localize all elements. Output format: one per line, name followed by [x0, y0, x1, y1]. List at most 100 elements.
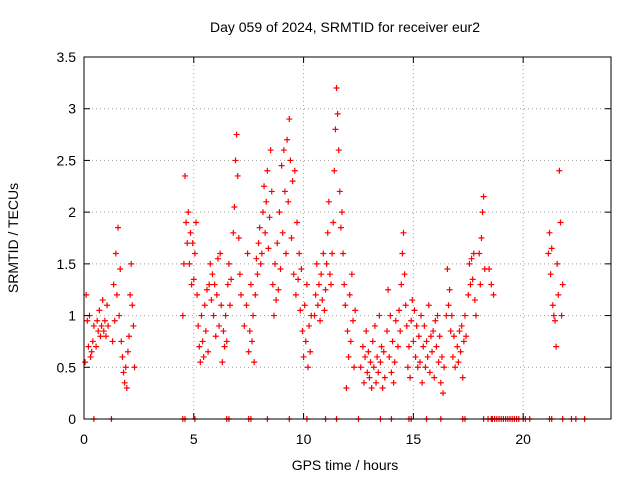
- data-point: [467, 281, 474, 288]
- data-point: [449, 353, 456, 360]
- data-point: [234, 172, 241, 179]
- data-point: [385, 286, 392, 293]
- data-point: [82, 359, 89, 366]
- data-point: [186, 260, 193, 267]
- data-point: [205, 348, 212, 355]
- data-point: [267, 147, 274, 154]
- data-point: [212, 333, 219, 340]
- data-point: [278, 162, 285, 169]
- data-point: [127, 291, 134, 298]
- y-axis-label: SRMTID / TECUs: [5, 183, 21, 293]
- data-point: [211, 281, 218, 288]
- data-point: [254, 271, 261, 278]
- data-point: [415, 333, 422, 340]
- data-point: [376, 312, 383, 319]
- data-point: [545, 250, 552, 257]
- data-point: [325, 198, 332, 205]
- data-point: [386, 353, 393, 360]
- data-point: [418, 312, 425, 319]
- data-point: [130, 322, 137, 329]
- data-point: [225, 260, 232, 267]
- data-point: [432, 317, 439, 324]
- data-point: [274, 240, 281, 247]
- data-point: [208, 297, 215, 304]
- data-point: [96, 307, 103, 314]
- data-point: [329, 250, 336, 257]
- y-tick-label: 0: [68, 411, 76, 427]
- data-point: [109, 338, 116, 345]
- data-point: [553, 343, 560, 350]
- data-point: [317, 317, 324, 324]
- data-point: [203, 286, 210, 293]
- data-point: [367, 359, 374, 366]
- data-point: [105, 322, 112, 329]
- data-point: [228, 276, 235, 283]
- data-point: [190, 276, 197, 283]
- data-point: [131, 364, 138, 371]
- data-point: [191, 250, 198, 257]
- data-point: [110, 281, 117, 288]
- data-point: [480, 193, 487, 200]
- data-point: [324, 229, 331, 236]
- data-point: [232, 157, 239, 164]
- data-point: [251, 359, 258, 366]
- data-point: [322, 286, 329, 293]
- data-point: [199, 338, 206, 345]
- data-point: [414, 364, 421, 371]
- data-point: [93, 343, 100, 350]
- data-point: [548, 245, 555, 252]
- data-point: [196, 343, 203, 350]
- data-point: [422, 364, 429, 371]
- data-point: [216, 322, 223, 329]
- data-point: [396, 307, 403, 314]
- data-point: [459, 374, 466, 381]
- data-point: [441, 364, 448, 371]
- data-point: [276, 209, 283, 216]
- data-point: [119, 353, 126, 360]
- data-point: [488, 281, 495, 288]
- data-point: [411, 307, 418, 314]
- data-point: [424, 353, 431, 360]
- y-tick-label: 3: [68, 101, 76, 117]
- data-point: [379, 384, 386, 391]
- data-point: [200, 353, 207, 360]
- data-point: [456, 328, 463, 335]
- data-point: [202, 328, 209, 335]
- data-point: [455, 359, 462, 366]
- data-point: [273, 297, 280, 304]
- data-point: [465, 291, 472, 298]
- data-point: [559, 281, 566, 288]
- data-point: [253, 255, 260, 262]
- data-point: [409, 297, 416, 304]
- data-point: [431, 374, 438, 381]
- data-point: [435, 359, 442, 366]
- data-point: [248, 338, 255, 345]
- data-point: [236, 271, 243, 278]
- data-point: [466, 260, 473, 267]
- data-point: [320, 250, 327, 257]
- data-point: [289, 178, 296, 185]
- data-point: [307, 348, 314, 355]
- data-point: [120, 369, 127, 376]
- data-point: [233, 131, 240, 138]
- data-point: [182, 172, 189, 179]
- data-point: [547, 271, 554, 278]
- data-point: [222, 312, 229, 319]
- data-point: [468, 255, 475, 262]
- data-point: [460, 338, 467, 345]
- data-point: [206, 281, 213, 288]
- data-point: [113, 291, 120, 298]
- data-point: [433, 343, 440, 350]
- data-point: [339, 209, 346, 216]
- data-point: [410, 338, 417, 345]
- data-point: [387, 312, 394, 319]
- data-point: [195, 322, 202, 329]
- data-point: [115, 224, 122, 231]
- data-point: [116, 312, 123, 319]
- data-point: [197, 359, 204, 366]
- data-point: [129, 302, 136, 309]
- y-tick-label: 0.5: [57, 359, 77, 375]
- data-point: [457, 348, 464, 355]
- data-point: [270, 312, 277, 319]
